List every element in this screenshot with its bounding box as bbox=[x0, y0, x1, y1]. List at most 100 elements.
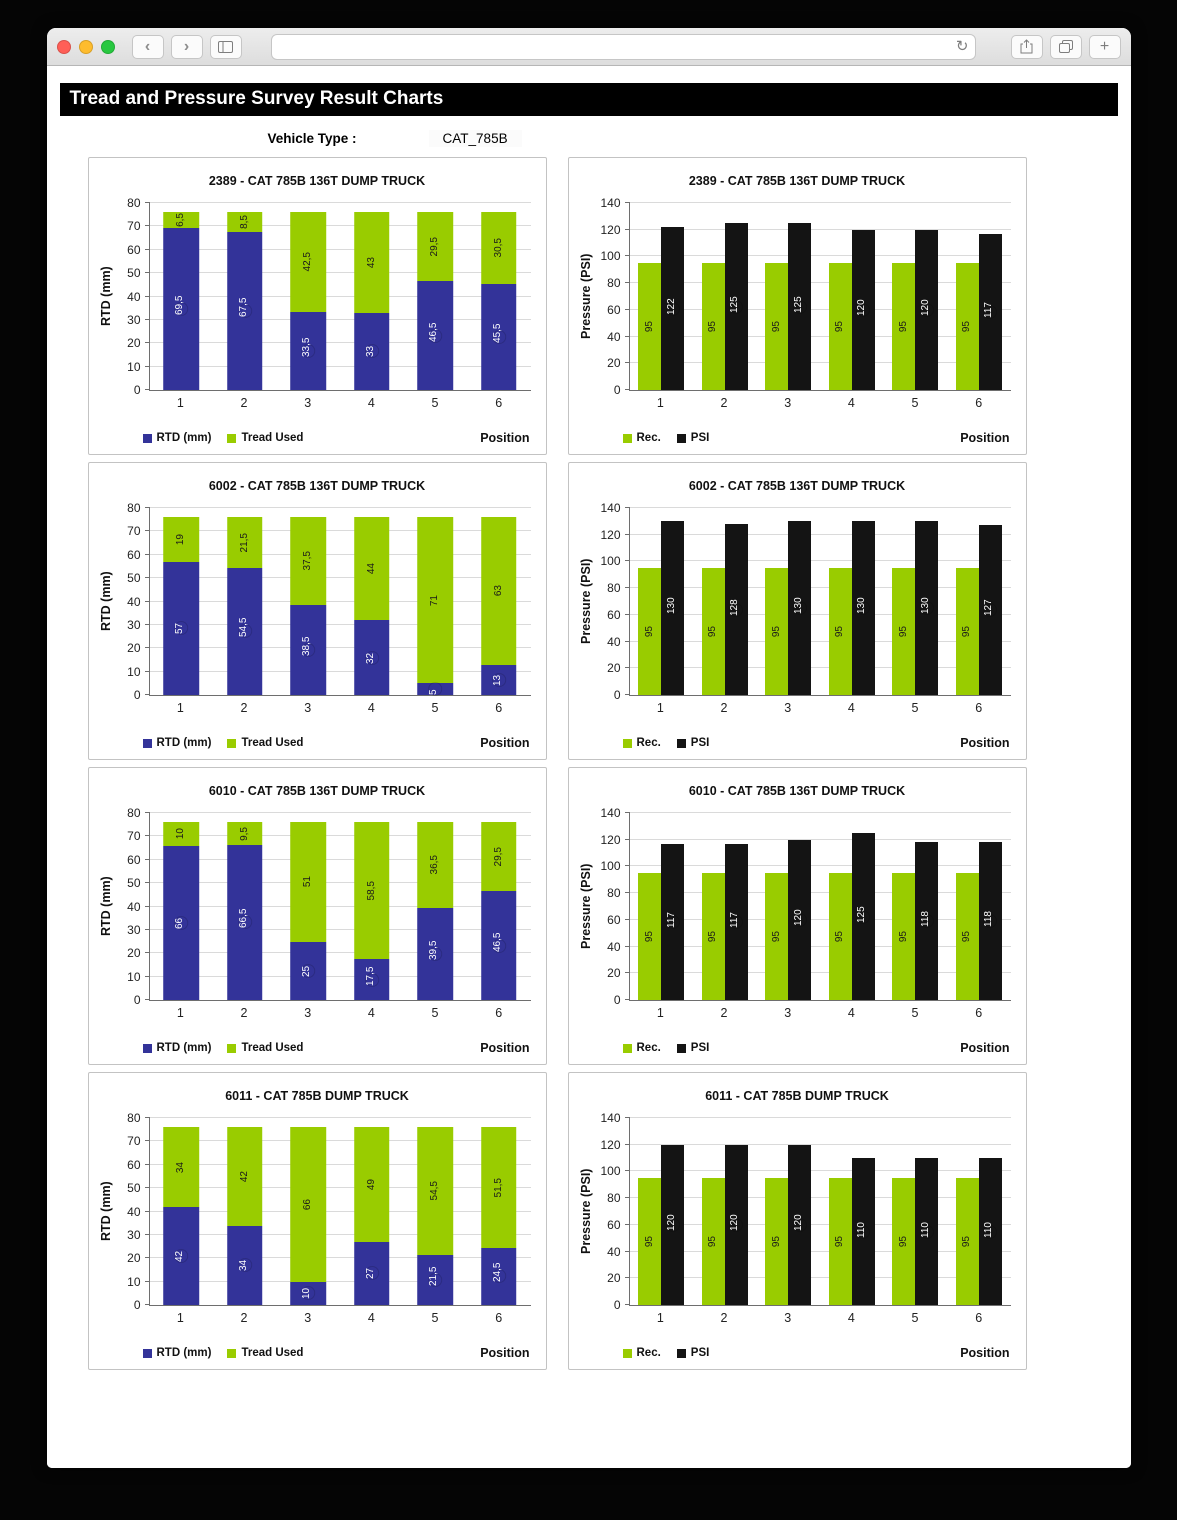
bar-pair: 95 120 bbox=[701, 1118, 748, 1305]
legend-item: Rec. bbox=[622, 1347, 661, 1359]
y-tick-mark bbox=[624, 1250, 630, 1252]
gridline bbox=[149, 623, 531, 625]
y-tick-label: 60 bbox=[607, 302, 621, 317]
bar-value-label: 95 bbox=[770, 1235, 782, 1248]
legend-label: Rec. bbox=[636, 1042, 661, 1054]
y-tick-mark bbox=[144, 202, 150, 203]
tread-used-segment: 37,5 bbox=[290, 517, 327, 606]
y-tick-mark bbox=[624, 1143, 630, 1145]
psi-bar: 110 bbox=[915, 1158, 939, 1305]
tread-used-segment: 51 bbox=[290, 822, 327, 942]
rec-bar: 95 bbox=[765, 263, 789, 390]
chart-panel: 2389 - CAT 785B 136T DUMP TRUCK RTD (mm) 0… bbox=[87, 157, 547, 455]
plot-area: 0 20 40 60 80 100 120 140 95 122 95 125 95 125 95 120 95… bbox=[600, 196, 1011, 397]
minimize-window-button[interactable] bbox=[78, 39, 93, 54]
vehicle-type-row: Vehicle Type : CAT_785B bbox=[268, 130, 1131, 147]
zoom-window-button[interactable] bbox=[100, 39, 115, 54]
x-tick-label: 3 bbox=[784, 396, 792, 410]
gridline bbox=[149, 553, 531, 555]
y-tick-mark bbox=[624, 1170, 630, 1172]
y-tick-label: 120 bbox=[600, 1137, 621, 1152]
sidebar-toggle-button[interactable] bbox=[209, 34, 242, 59]
legend-swatch bbox=[622, 1348, 632, 1358]
chart-title: 6011 - CAT 785B DUMP TRUCK bbox=[225, 1089, 409, 1103]
tread-used-segment: 9,5 bbox=[226, 822, 263, 845]
x-tick-label: 1 bbox=[176, 701, 184, 715]
new-tab-button[interactable]: + bbox=[1088, 34, 1121, 59]
bar-value-label: 130 bbox=[665, 597, 680, 616]
y-tick-label: 140 bbox=[600, 501, 621, 515]
category-slot: 19 57 bbox=[150, 508, 214, 695]
x-axis-label: Position bbox=[480, 1041, 530, 1055]
category-slot: 29,5 46,5 bbox=[467, 813, 531, 1000]
gridline bbox=[629, 838, 1011, 840]
legend-swatch bbox=[227, 433, 237, 443]
tread-used-segment: 51,5 bbox=[480, 1127, 517, 1248]
rtd-segment: 54,5 bbox=[226, 567, 263, 695]
reload-icon[interactable]: ↻ bbox=[955, 37, 969, 55]
bar-stack: 34 42 bbox=[163, 1118, 200, 1305]
category-slot: 30,5 45,5 bbox=[467, 203, 531, 390]
category-slot: 95 110 bbox=[820, 1118, 884, 1305]
gridline bbox=[629, 892, 1011, 894]
address-bar[interactable]: ↻ bbox=[270, 33, 976, 60]
y-tick-label: 30 bbox=[127, 617, 141, 632]
y-tick-label: 100 bbox=[600, 554, 621, 569]
chart-panel: 6010 - CAT 785B 136T DUMP TRUCK Pressure … bbox=[567, 767, 1027, 1065]
rec-bar: 95 bbox=[701, 1178, 725, 1305]
tab-overview-button[interactable] bbox=[1049, 34, 1082, 59]
chart-legend: Rec. PSI Position bbox=[622, 1346, 1010, 1360]
forward-button[interactable]: › bbox=[170, 34, 203, 59]
bar-value-label: 71 bbox=[429, 594, 441, 606]
bar-value-label: 95 bbox=[961, 930, 973, 943]
legend-label: PSI bbox=[690, 1347, 710, 1359]
bars-layer: 95 122 95 125 95 125 95 120 95 120 95 117 bbox=[630, 203, 1011, 390]
y-tick-mark bbox=[624, 389, 630, 390]
y-tick-label: 80 bbox=[127, 1111, 141, 1125]
x-tick-label: 2 bbox=[240, 701, 248, 715]
category-slot: 42 34 bbox=[213, 1118, 277, 1305]
x-tick-label: 3 bbox=[304, 1311, 312, 1325]
y-tick-mark bbox=[144, 1233, 150, 1235]
chart-legend: Rec. PSI Position bbox=[622, 1041, 1010, 1055]
y-tick-mark bbox=[144, 248, 150, 250]
bar-value-label: 130 bbox=[792, 597, 807, 616]
gridline bbox=[149, 647, 531, 649]
tread-used-segment: 29,5 bbox=[417, 212, 454, 282]
category-slot: 9,5 66,5 bbox=[213, 813, 277, 1000]
y-tick-label: 30 bbox=[127, 922, 141, 937]
y-tick-mark bbox=[144, 1210, 150, 1212]
share-icon bbox=[1020, 39, 1033, 54]
bar-stack: 37,5 38,5 bbox=[290, 508, 327, 695]
tread-used-segment: 29,5 bbox=[480, 822, 517, 892]
y-tick-mark bbox=[144, 507, 150, 508]
y-tick-label: 40 bbox=[127, 899, 141, 914]
bar-stack: 30,5 45,5 bbox=[480, 203, 517, 390]
bar-stack: 54,5 21,5 bbox=[417, 1118, 454, 1305]
x-tick-label: 5 bbox=[911, 1311, 919, 1325]
legend-swatch bbox=[676, 1348, 686, 1358]
bar-value-label: 25 bbox=[301, 963, 316, 978]
rec-bar: 95 bbox=[892, 263, 916, 390]
y-tick-label: 20 bbox=[607, 356, 621, 371]
address-input[interactable] bbox=[271, 34, 975, 59]
share-button[interactable] bbox=[1010, 34, 1043, 59]
y-tick-mark bbox=[144, 318, 150, 320]
back-button[interactable]: ‹ bbox=[131, 34, 164, 59]
bar-value-label: 69,5 bbox=[174, 295, 189, 316]
gridline bbox=[629, 1143, 1011, 1145]
psi-bar: 128 bbox=[724, 524, 748, 695]
psi-bar: 110 bbox=[978, 1158, 1002, 1305]
rec-bar: 95 bbox=[765, 568, 789, 695]
rec-bar: 95 bbox=[955, 873, 979, 1000]
close-window-button[interactable] bbox=[56, 39, 71, 54]
tread-used-segment: 19 bbox=[163, 517, 200, 562]
y-tick-mark bbox=[144, 1304, 150, 1305]
gridline bbox=[629, 255, 1011, 257]
gridline bbox=[149, 1163, 531, 1165]
y-tick-label: 0 bbox=[613, 688, 621, 702]
y-tick-mark bbox=[144, 882, 150, 884]
page-title: Tread and Pressure Survey Result Charts bbox=[59, 83, 1118, 116]
gridline bbox=[629, 507, 1011, 508]
bar-pair: 95 117 bbox=[955, 203, 1002, 390]
